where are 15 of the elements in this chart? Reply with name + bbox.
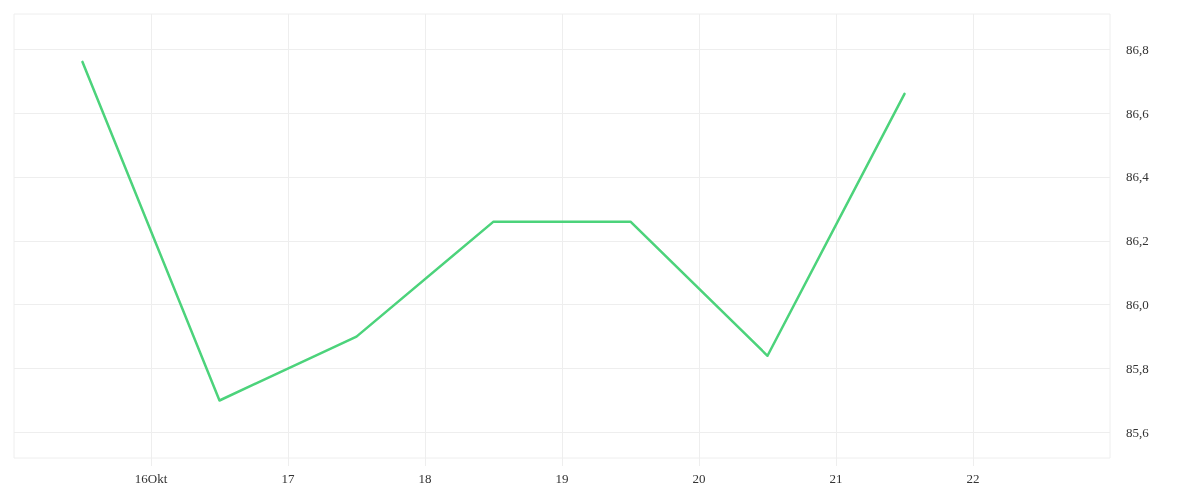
y-tick-label: 86,6 <box>1126 105 1150 121</box>
y-tick-label: 85,8 <box>1126 361 1149 377</box>
y-tick-label: 86,0 <box>1126 297 1149 313</box>
x-tick-label: 22 <box>966 471 980 486</box>
x-tick-label: 18 <box>418 471 432 486</box>
x-tick-label: 16Okt <box>134 471 168 486</box>
y-tick-label: 85,6 <box>1126 424 1150 440</box>
y-tick-label: 86,4 <box>1126 169 1150 185</box>
x-tick-label: 21 <box>829 471 843 486</box>
y-tick-label: 86,8 <box>1126 41 1149 57</box>
x-tick-label: 19 <box>555 471 569 486</box>
x-tick-label: 20 <box>692 471 706 486</box>
x-tick-label: 17 <box>281 471 295 486</box>
y-tick-label: 86,2 <box>1126 233 1149 249</box>
line-series <box>81 60 906 402</box>
